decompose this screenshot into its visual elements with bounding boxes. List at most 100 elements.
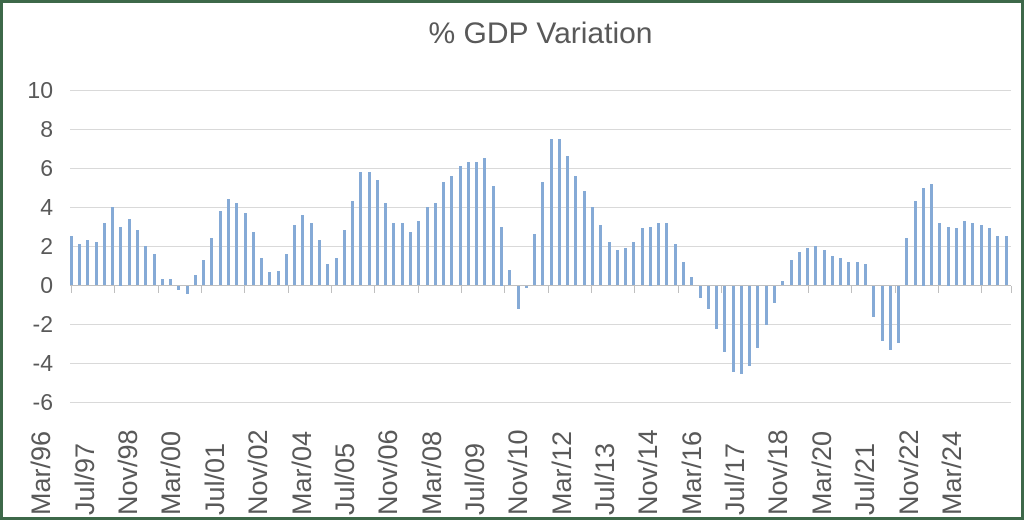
x-axis-tick-label: Mar/12 <box>546 430 577 515</box>
axis-tick <box>808 286 809 293</box>
bar <box>210 238 214 285</box>
bar <box>574 176 578 285</box>
bar <box>847 262 851 285</box>
bar <box>615 250 619 285</box>
bar <box>367 172 371 285</box>
bar <box>169 279 173 285</box>
x-axis-tick-label: Nov/10 <box>503 429 534 515</box>
bar <box>797 252 801 285</box>
axis-tick <box>374 286 375 293</box>
bar <box>260 258 264 285</box>
axis-tick <box>418 286 419 293</box>
gridline <box>70 90 1011 91</box>
y-axis-tick-label: 2 <box>40 233 53 259</box>
bar <box>326 264 330 285</box>
bar <box>632 242 636 285</box>
bar <box>185 286 189 294</box>
axis-tick <box>981 286 982 293</box>
gridline <box>70 168 1011 169</box>
bar <box>673 244 677 285</box>
bar <box>996 236 1000 285</box>
bar <box>979 225 983 285</box>
bar <box>748 286 752 366</box>
bar <box>342 230 346 285</box>
bar <box>657 223 661 285</box>
y-axis-tick-label: 8 <box>40 116 53 142</box>
bar <box>855 262 859 285</box>
axis-tick <box>678 286 679 293</box>
bar <box>582 191 586 285</box>
bar <box>359 172 363 285</box>
x-axis-tick-label: Mar/00 <box>156 430 187 515</box>
bar <box>276 271 280 285</box>
bar <box>905 238 909 285</box>
bar <box>417 221 421 285</box>
bar <box>822 250 826 285</box>
bar <box>318 240 321 285</box>
bar <box>301 215 305 285</box>
bar <box>334 258 338 285</box>
gridline <box>70 363 1011 364</box>
axis-tick <box>504 286 505 293</box>
y-axis-tick-label: 6 <box>40 155 53 181</box>
bar <box>549 139 553 285</box>
bar <box>160 279 164 285</box>
bar <box>458 166 462 285</box>
bar <box>665 223 669 285</box>
axis-tick <box>548 286 549 293</box>
bar <box>607 242 611 285</box>
bar <box>136 230 139 285</box>
bar <box>599 225 603 285</box>
bar <box>814 246 818 285</box>
bar <box>590 207 594 285</box>
x-axis-tick-label: Jul/01 <box>199 442 230 515</box>
bar <box>946 227 950 286</box>
axis-tick <box>71 286 72 293</box>
axis-tick <box>895 286 896 293</box>
x-axis-tick-label: Jul/17 <box>720 442 751 515</box>
axis-tick <box>114 286 115 293</box>
axis-tick <box>721 286 722 293</box>
bar <box>450 176 454 285</box>
axis-tick <box>201 286 202 293</box>
y-axis-tick-label: 4 <box>40 194 53 220</box>
bar <box>499 227 503 286</box>
bar <box>111 207 115 285</box>
bar <box>235 203 239 285</box>
chart-title: % GDP Variation <box>428 17 653 50</box>
axis-tick <box>288 286 289 293</box>
bar <box>491 186 495 285</box>
bar <box>789 260 793 285</box>
bar <box>433 203 437 285</box>
gridline <box>70 324 1011 325</box>
x-axis-line <box>70 285 1011 286</box>
y-axis-tick-label: 10 <box>27 77 53 103</box>
bar <box>227 199 230 285</box>
axis-tick <box>461 286 462 293</box>
x-axis-tick-label: Nov/22 <box>893 429 924 515</box>
y-axis-tick-label: -6 <box>32 389 53 415</box>
axis-tick <box>938 286 939 293</box>
bar <box>392 223 396 285</box>
bar <box>888 286 892 350</box>
bar <box>375 180 379 285</box>
bar <box>78 244 82 285</box>
axis-tick <box>634 286 635 293</box>
bar <box>508 270 512 285</box>
bar <box>202 260 206 285</box>
bar <box>963 221 967 285</box>
bar <box>566 156 570 285</box>
axis-tick <box>591 286 592 293</box>
x-axis-tick-label: Mar/16 <box>676 430 707 515</box>
bar <box>533 234 536 285</box>
bar <box>624 248 627 285</box>
bar <box>524 286 528 288</box>
bar <box>648 227 652 286</box>
bar <box>86 240 90 285</box>
bar <box>806 248 809 285</box>
x-axis-tick-label: Mar/20 <box>806 430 837 515</box>
bar <box>218 211 222 285</box>
bar <box>483 158 487 285</box>
x-axis-tick-label: Nov/14 <box>633 429 664 515</box>
